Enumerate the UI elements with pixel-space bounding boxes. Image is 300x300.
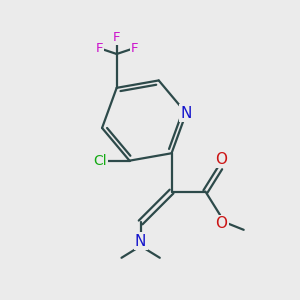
Text: O: O	[216, 152, 228, 167]
Text: N: N	[181, 106, 192, 121]
Text: F: F	[113, 31, 120, 44]
Text: N: N	[135, 233, 146, 248]
Text: O: O	[216, 216, 228, 231]
Text: Cl: Cl	[93, 154, 107, 168]
Text: F: F	[130, 42, 138, 55]
Text: F: F	[95, 42, 103, 55]
